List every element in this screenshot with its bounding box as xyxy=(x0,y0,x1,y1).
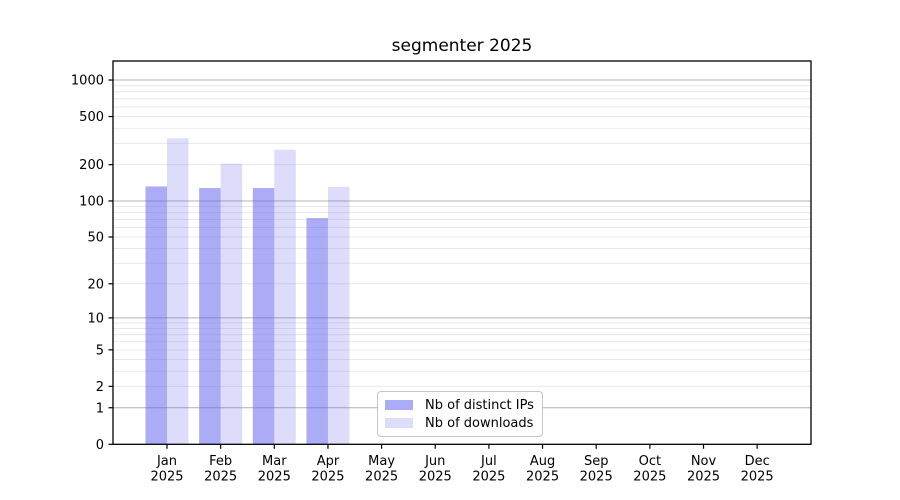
bar-downloads-feb xyxy=(220,163,243,445)
x-tick-label-dec: Dec 2025 xyxy=(741,454,774,485)
y-tick-label: 0 xyxy=(96,438,104,453)
x-tick-label-mar: Mar 2025 xyxy=(258,454,291,485)
y-tick-label: 500 xyxy=(79,110,104,125)
y-tick-label: 20 xyxy=(87,277,104,292)
legend-label-distinct-ips: Nb of distinct IPs xyxy=(425,397,534,413)
legend-swatch-downloads-icon xyxy=(385,418,413,428)
bar-downloads-apr xyxy=(327,186,350,445)
x-tick-label-apr: Apr 2025 xyxy=(311,454,344,485)
y-tick-label: 1000 xyxy=(71,74,104,89)
legend-swatch-distinct-ips-icon xyxy=(385,400,413,410)
legend: Nb of distinct IPs Nb of downloads xyxy=(377,391,543,437)
y-tick-label: 200 xyxy=(79,158,104,173)
x-tick-label-jan: Jan 2025 xyxy=(150,454,183,485)
legend-item-downloads: Nb of downloads xyxy=(385,414,542,432)
bar-downloads-jan xyxy=(167,138,189,445)
x-tick-label-feb: Feb 2025 xyxy=(204,454,237,485)
legend-item-distinct-ips: Nb of distinct IPs xyxy=(385,396,542,414)
y-tick-label: 100 xyxy=(79,194,104,209)
x-tick-label-aug: Aug 2025 xyxy=(526,454,559,485)
bar-distinct-ips-mar xyxy=(252,188,275,445)
x-tick-label-sep: Sep 2025 xyxy=(580,454,613,485)
bar-distinct-ips-feb xyxy=(199,188,221,445)
x-tick-label-jun: Jun 2025 xyxy=(419,454,452,485)
bar-distinct-ips-jan xyxy=(145,186,167,445)
y-tick-label: 1 xyxy=(96,401,104,416)
x-tick-label-jul: Jul 2025 xyxy=(472,454,505,485)
plot-frame xyxy=(112,60,812,445)
chart-title: segmenter 2025 xyxy=(391,36,533,56)
x-tick-label-oct: Oct 2025 xyxy=(633,454,666,485)
bar-distinct-ips-apr xyxy=(306,218,328,445)
y-tick-label: 10 xyxy=(87,311,104,326)
y-tick-label: 2 xyxy=(96,380,104,395)
x-tick-label-nov: Nov 2025 xyxy=(687,454,720,485)
x-tick-label-may: May 2025 xyxy=(365,454,398,485)
legend-label-downloads: Nb of downloads xyxy=(425,415,534,431)
y-tick-label: 50 xyxy=(87,230,104,245)
y-tick-label: 5 xyxy=(96,343,104,358)
bar-downloads-mar xyxy=(274,149,296,445)
